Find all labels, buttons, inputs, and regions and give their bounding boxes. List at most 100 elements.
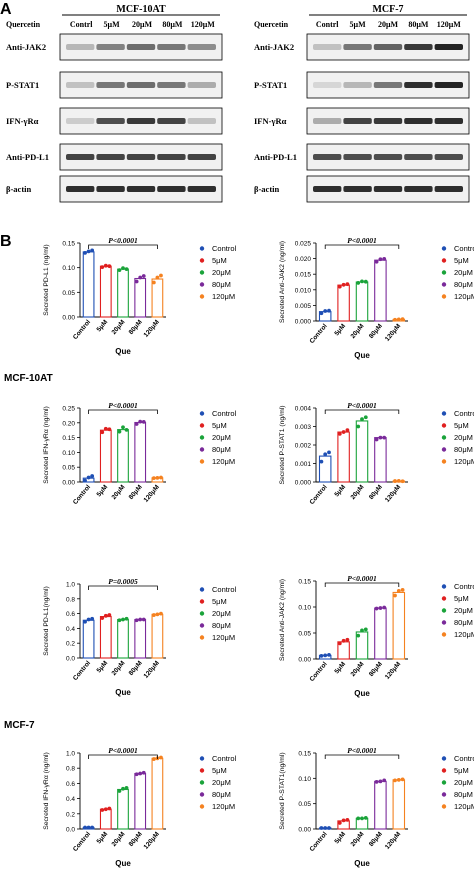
data-point [117,789,122,793]
significance-bracket [88,409,158,414]
data-point [393,778,397,783]
data-point [393,317,397,322]
y-tick-label: 0.15 [298,579,311,586]
x-tick-label: 5μM [96,319,110,333]
data-point [159,755,163,760]
p-value: P<0.0001 [108,746,137,755]
data-point [374,606,379,611]
data-point [138,419,143,424]
legend-label: 5μM [454,766,469,775]
data-point [327,652,331,657]
data-point [86,475,91,480]
data-point [337,432,342,436]
significance-bracket [324,244,400,249]
lane-label: 120μM [437,20,462,29]
x-tick-label: Control [72,319,92,341]
x-tick-label: 80μM [128,319,144,336]
blot-band [343,44,372,50]
y-tick-label: 0.015 [295,272,312,279]
blot-band [66,82,95,88]
data-point [103,263,108,268]
legend-marker [441,620,447,625]
x-axis-label: Que [354,351,370,360]
data-point [319,653,324,658]
p-value: P<0.0001 [347,746,376,755]
blot-band [434,154,463,160]
bar [337,431,350,483]
blot-band [96,44,125,50]
blot-band [157,154,186,160]
bar-chart: 0.0 0.2 0.4 0.6 0.8 1.0 Secreted PD-L1(ng/ml) C… [43,577,237,697]
data-point [155,275,160,280]
blot-band [96,186,125,192]
blot-band [313,44,342,50]
data-point [159,475,163,480]
data-point [117,268,122,273]
y-tick-label: 0.004 [295,406,312,413]
legend-label: Control [454,754,474,763]
data-point [363,627,368,632]
data-point [341,638,346,643]
y-tick-label: 0.10 [298,605,311,612]
y-axis-label: Secreted P-STAT1 (ng/ml) [279,405,286,484]
legend-label: 20μM [454,778,473,787]
blot-title: MCF-10AT [116,4,166,15]
legend-marker [199,270,205,275]
legend-label: 5μM [212,256,227,265]
data-point [400,587,405,592]
cell-line-label: MCF-7 [4,720,35,731]
data-point [103,807,108,812]
legend-marker [441,584,447,589]
legend-label: Control [454,244,474,253]
x-tick-label: 20μM [110,660,126,677]
lane-label: 20μM [378,20,399,29]
x-tick-label: 5μM [333,661,347,675]
blot-band [313,154,342,160]
x-tick-label: 80μM [128,831,144,848]
y-tick-label: 0.000 [295,480,312,487]
bar [374,437,387,483]
y-tick-label: 0.002 [295,443,312,450]
y-axis-label: Secreted Anti-JAK2 (ng/ml) [279,241,286,323]
blot-band [96,118,125,124]
p-value: P<0.0001 [347,574,376,583]
legend-marker [441,246,447,251]
data-point [159,611,163,616]
x-tick-label: Control [72,484,92,506]
data-point [323,309,328,313]
data-point [378,435,383,440]
lane-label: 5μM [350,20,367,29]
quercetin-label: Quercetin [254,20,289,29]
x-axis-label: Que [115,859,131,868]
bar [374,259,387,322]
legend-label: 80μM [212,280,231,289]
blot-band [343,154,372,160]
legend-marker [199,411,205,416]
data-point [400,317,405,322]
y-tick-label: 0.003 [295,424,312,431]
blot-row-label: Anti-JAK2 [254,42,294,52]
data-point [141,274,146,278]
legend-marker [441,447,447,452]
y-axis-label: Secreted P-STAT1(ng/ml) [279,752,286,829]
legend-marker [199,756,205,761]
data-point [124,616,129,621]
data-point [124,428,129,432]
data-point [356,281,361,285]
blot-row-label: P-STAT1 [254,80,287,90]
legend-marker [441,282,447,287]
x-tick-label: 20μM [110,831,126,848]
legend-marker [199,780,205,785]
data-point [341,282,346,287]
blot-panel: MCF-10AT Quercetin Contrl 5μM 20μM 80μM 120μM A… [6,4,223,203]
legend-marker [199,435,205,440]
x-tick-label: 20μM [349,831,365,848]
y-tick-label: 0.0 [66,827,75,834]
y-axis-label: Secreted PD-L1 (ng/ml) [43,244,50,315]
data-point [345,637,350,642]
legend-label: 5μM [454,421,469,430]
legend-label: 80μM [454,445,473,454]
bar-chart: 0.00 0.05 0.10 0.15 Secreted PD-L1 (ng/ml) Co… [43,236,237,356]
blot-row-label: P-STAT1 [6,80,39,90]
